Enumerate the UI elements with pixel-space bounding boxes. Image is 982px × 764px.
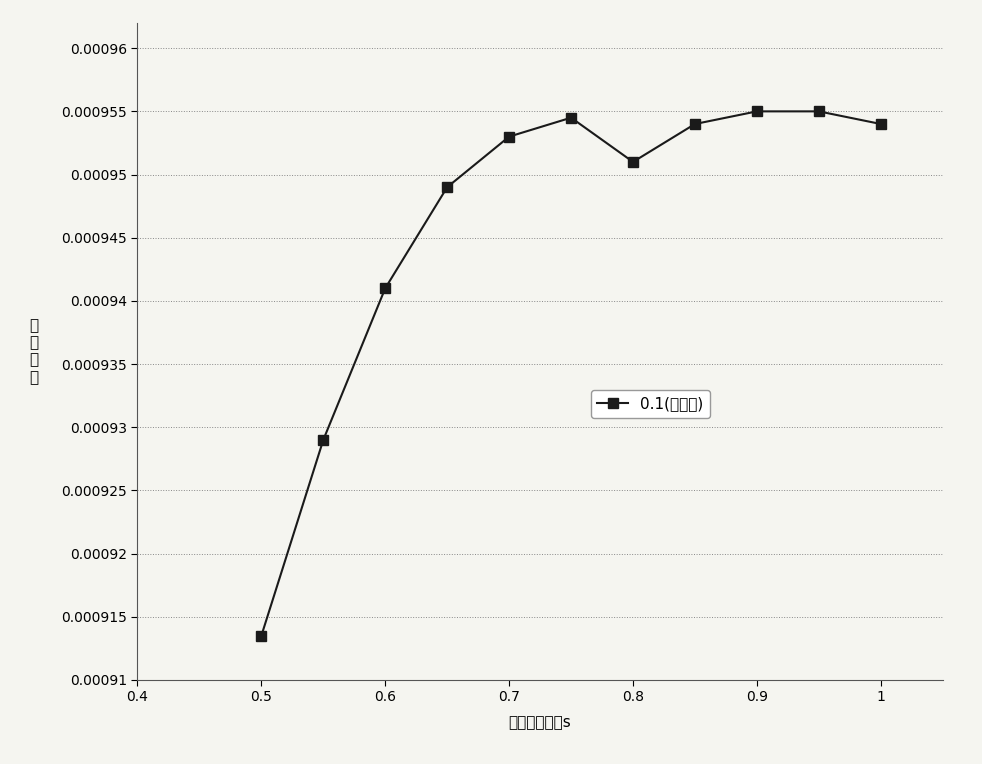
Legend: 0.1(标准差): 0.1(标准差) xyxy=(591,390,710,418)
0.1(标准差) xyxy=(751,107,763,116)
0.1(标准差) xyxy=(503,132,515,141)
0.1(标准差) xyxy=(627,157,639,167)
Line: 0.1(标准差): 0.1(标准差) xyxy=(256,106,886,640)
0.1(标准差) xyxy=(689,119,701,128)
X-axis label: 支路电流量测s: 支路电流量测s xyxy=(509,716,572,730)
0.1(标准差) xyxy=(875,119,887,128)
0.1(标准差) xyxy=(317,435,329,445)
0.1(标准差) xyxy=(255,631,267,640)
0.1(标准差) xyxy=(566,113,577,122)
0.1(标准差) xyxy=(813,107,825,116)
0.1(标准差) xyxy=(441,183,453,192)
Y-axis label: 残
差
均
值: 残 差 均 值 xyxy=(28,318,38,385)
0.1(标准差) xyxy=(379,283,391,293)
